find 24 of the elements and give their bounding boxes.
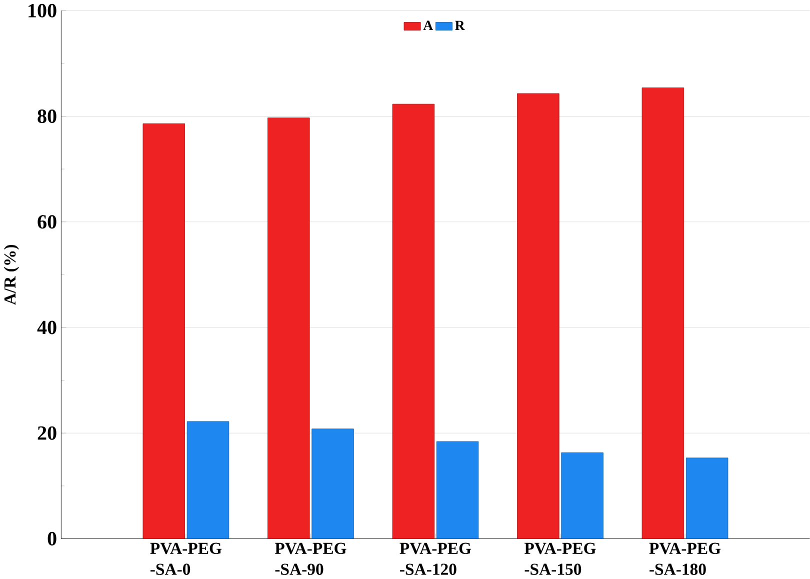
y-tick-label: 0 bbox=[48, 532, 56, 546]
legend-label: A bbox=[423, 20, 434, 30]
y-axis-title: A/R (%) bbox=[4, 245, 20, 305]
bar bbox=[517, 93, 560, 539]
bar bbox=[392, 104, 435, 539]
bar bbox=[642, 88, 684, 539]
x-tick-label: PVA-PEG -SA-120 bbox=[400, 542, 472, 576]
y-tick-label: 40 bbox=[37, 320, 56, 334]
x-tick-label: PVA-PEG -SA-180 bbox=[649, 542, 721, 576]
x-tick-label: PVA-PEG -SA-150 bbox=[524, 542, 596, 576]
bar bbox=[186, 421, 230, 539]
bar bbox=[436, 441, 479, 539]
bar bbox=[142, 123, 186, 539]
y-tick-label: 80 bbox=[38, 110, 56, 124]
legend-label: R bbox=[455, 20, 465, 30]
bar bbox=[312, 428, 354, 539]
bar bbox=[268, 118, 310, 539]
y-tick-label: 60 bbox=[38, 215, 56, 229]
y-tick-label: 20 bbox=[38, 426, 56, 440]
bar bbox=[686, 458, 728, 539]
bar bbox=[561, 452, 604, 539]
x-tick-label: PVA-PEG -SA-90 bbox=[274, 542, 346, 576]
y-tick-label: 100 bbox=[28, 4, 56, 18]
x-tick-label: PVA-PEG -SA-0 bbox=[150, 542, 222, 576]
